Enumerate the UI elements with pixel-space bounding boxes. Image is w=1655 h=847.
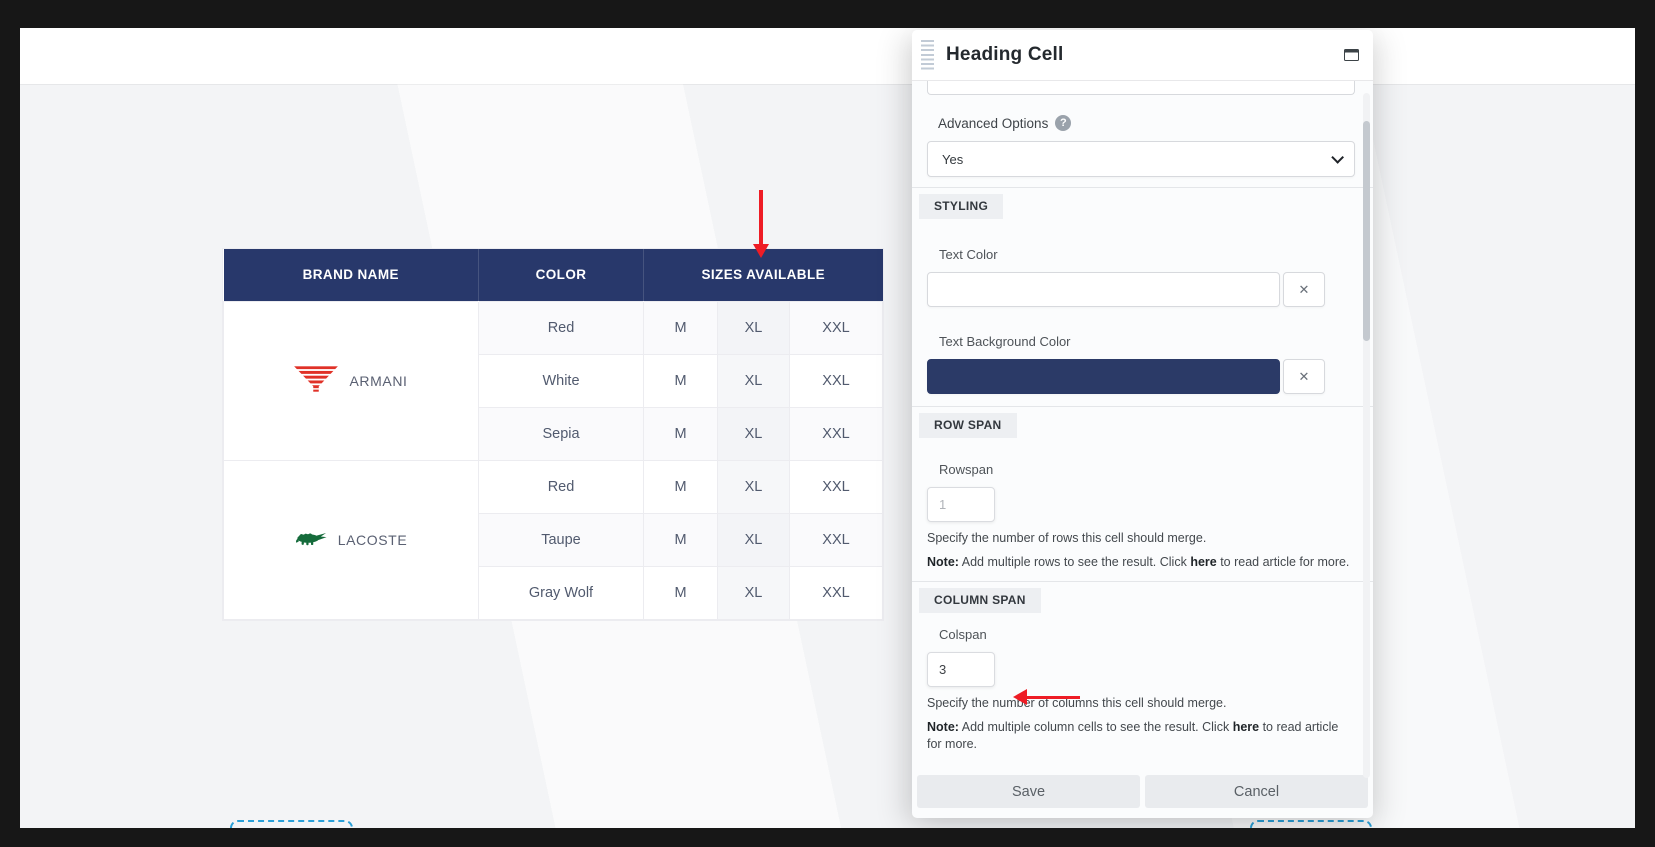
size-cell: M	[643, 459, 718, 514]
canvas-area: BRAND NAME COLOR SIZES AVAILABLE	[20, 28, 1635, 828]
heading-cell-panel: Heading Cell Advanced Options ? Yes STYL…	[912, 30, 1373, 818]
colspan-description: Specify the number of columns this cell …	[927, 696, 1227, 710]
advanced-options-select[interactable]: Yes	[927, 141, 1355, 177]
save-button[interactable]: Save	[917, 775, 1140, 808]
color-cell: White	[478, 353, 644, 408]
advanced-options-value: Yes	[942, 151, 964, 167]
styling-section: STYLING	[912, 187, 1373, 219]
size-cell: XL	[717, 459, 790, 514]
column-span-section: COLUMN SPAN	[912, 581, 1373, 613]
dashed-placeholder[interactable]	[230, 820, 353, 828]
size-cell: XL	[717, 565, 790, 620]
scrolled-input-bottom[interactable]	[927, 81, 1355, 95]
size-cell: XL	[717, 300, 790, 355]
rowspan-label: Rowspan	[939, 462, 994, 477]
rowspan-note: Note: Add multiple rows to see the resul…	[927, 554, 1355, 572]
close-icon[interactable]: ✕	[1283, 272, 1325, 307]
row-span-section-badge: ROW SPAN	[919, 413, 1017, 438]
brand-table: BRAND NAME COLOR SIZES AVAILABLE	[223, 249, 884, 620]
size-cell: XL	[717, 353, 790, 408]
brand-name: LACOSTE	[337, 531, 408, 548]
size-cell: XXL	[788, 353, 884, 408]
text-background-input[interactable]	[927, 359, 1280, 394]
size-cell: M	[643, 565, 718, 620]
table-header-row: BRAND NAME COLOR SIZES AVAILABLE	[223, 249, 883, 301]
colspan-note: Note: Add multiple column cells to see t…	[927, 719, 1355, 754]
brand-cell-lacoste: LACOSTE	[223, 459, 479, 620]
note-bold: Note:	[927, 554, 959, 569]
size-cell: XXL	[788, 459, 884, 514]
size-cell: XXL	[788, 565, 884, 620]
size-cell: XXL	[788, 300, 884, 355]
note-text: to read article for more.	[927, 719, 1339, 752]
size-cell: XL	[717, 512, 790, 567]
panel-title: Heading Cell	[946, 44, 1064, 65]
drag-handle-icon[interactable]	[921, 40, 934, 70]
armani-eagle-icon	[294, 365, 339, 396]
here-link[interactable]: here	[1232, 719, 1260, 734]
styling-section-badge: STYLING	[919, 194, 1004, 219]
note-text: Add multiple column cells to see the res…	[958, 719, 1233, 734]
table-row: ARMANI Red M XL XXL	[223, 300, 884, 461]
rowspan-description: Specify the number of rows this cell sho…	[927, 531, 1207, 545]
table-row: Gray Wolf M XL XXL	[224, 565, 884, 620]
header-cell-color[interactable]: COLOR	[478, 249, 644, 301]
table-row: White M XL XXL	[224, 353, 884, 408]
note-bold: Note:	[927, 719, 959, 734]
color-cell: Sepia	[478, 406, 644, 461]
red-arrow-down-icon	[753, 190, 769, 258]
size-cell: M	[643, 353, 718, 408]
rowspan-input[interactable]	[927, 487, 995, 522]
close-icon[interactable]: ✕	[1283, 359, 1325, 394]
table-row: LACOSTE Red M XL XXL	[223, 459, 884, 620]
text-background-label: Text Background Color	[939, 334, 1071, 349]
chevron-down-icon	[1331, 150, 1344, 164]
table-row: Taupe M XL XXL	[224, 512, 884, 567]
text-color-label: Text Color	[939, 247, 998, 262]
colspan-input[interactable]	[927, 652, 995, 687]
colspan-label: Colspan	[939, 627, 987, 642]
note-text: Add multiple rows to see the result. Cli…	[958, 554, 1191, 569]
window-icon[interactable]	[1344, 49, 1359, 61]
color-cell: Red	[478, 300, 644, 355]
size-cell: M	[643, 300, 718, 355]
help-icon[interactable]: ?	[1055, 115, 1072, 131]
brand-name: ARMANI	[349, 372, 408, 389]
dashed-placeholder[interactable]	[1250, 820, 1372, 828]
scrollbar-thumb[interactable]	[1363, 121, 1370, 341]
scrollbar-track[interactable]	[1363, 93, 1370, 778]
row-span-section: ROW SPAN	[912, 406, 1373, 438]
text-color-input[interactable]	[927, 272, 1280, 307]
size-cell: XXL	[788, 406, 884, 461]
color-cell: Gray Wolf	[478, 565, 644, 620]
table-row: Sepia M XL XXL	[224, 406, 884, 461]
advanced-options-label: Advanced Options	[938, 115, 1049, 131]
panel-body: Advanced Options ? Yes STYLING Text Colo…	[912, 81, 1373, 818]
panel-header: Heading Cell	[912, 30, 1373, 81]
color-cell: Taupe	[478, 512, 644, 567]
page-top-band	[20, 28, 1635, 84]
cancel-button[interactable]: Cancel	[1145, 775, 1368, 808]
note-text: to read article for more.	[1216, 554, 1350, 569]
red-arrow-left-icon	[1013, 689, 1080, 705]
header-cell-brand[interactable]: BRAND NAME	[223, 249, 479, 301]
size-cell: M	[643, 512, 718, 567]
brand-cell-armani: ARMANI	[223, 300, 479, 461]
size-cell: M	[643, 406, 718, 461]
size-cell: XXL	[788, 512, 884, 567]
color-cell: Red	[478, 459, 644, 514]
here-link[interactable]: here	[1190, 554, 1217, 569]
column-span-section-badge: COLUMN SPAN	[919, 588, 1041, 613]
size-cell: XL	[717, 406, 790, 461]
lacoste-crocodile-icon	[295, 528, 327, 551]
